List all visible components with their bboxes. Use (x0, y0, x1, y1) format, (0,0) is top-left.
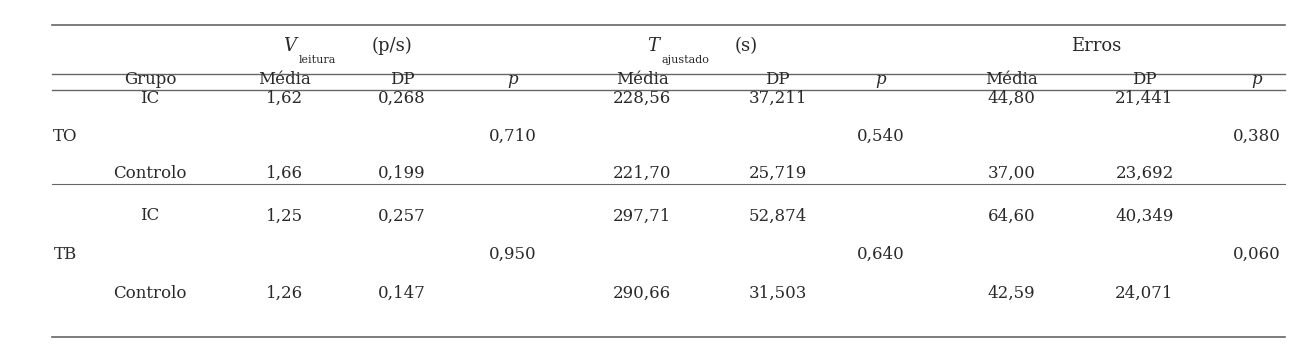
Text: 40,349: 40,349 (1116, 207, 1173, 224)
Text: TB: TB (54, 246, 77, 263)
Text: p: p (1251, 71, 1262, 88)
Text: ajustado: ajustado (662, 55, 710, 65)
Text: Controlo: Controlo (114, 285, 187, 302)
Text: 0,710: 0,710 (489, 128, 536, 145)
Text: p: p (876, 71, 886, 88)
Text: 21,441: 21,441 (1116, 90, 1173, 107)
Text: Erros: Erros (1071, 37, 1121, 55)
Text: Grupo: Grupo (124, 71, 176, 88)
Text: TO: TO (54, 128, 77, 145)
Text: 0,540: 0,540 (857, 128, 904, 145)
Text: Controlo: Controlo (114, 165, 187, 182)
Text: 297,71: 297,71 (613, 207, 671, 224)
Text: 0,268: 0,268 (378, 90, 425, 107)
Text: 52,874: 52,874 (749, 207, 806, 224)
Text: (p/s): (p/s) (372, 37, 412, 55)
Text: 44,80: 44,80 (988, 90, 1035, 107)
Text: 37,00: 37,00 (988, 165, 1035, 182)
Text: 0,147: 0,147 (378, 285, 425, 302)
Text: DP: DP (390, 71, 414, 88)
Text: Média: Média (616, 71, 668, 88)
Text: 0,640: 0,640 (857, 246, 904, 263)
Text: 42,59: 42,59 (988, 285, 1035, 302)
Text: DP: DP (766, 71, 790, 88)
Text: 1,66: 1,66 (266, 165, 303, 182)
Text: 228,56: 228,56 (613, 90, 671, 107)
Text: leitura: leitura (299, 55, 337, 65)
Text: 290,66: 290,66 (613, 285, 671, 302)
Text: 23,692: 23,692 (1116, 165, 1173, 182)
Text: 0,199: 0,199 (378, 165, 425, 182)
Text: (s): (s) (735, 37, 758, 55)
Text: 24,071: 24,071 (1116, 285, 1173, 302)
Text: Média: Média (985, 71, 1037, 88)
Text: 1,62: 1,62 (266, 90, 303, 107)
Text: 37,211: 37,211 (749, 90, 806, 107)
Text: IC: IC (141, 90, 159, 107)
Text: 25,719: 25,719 (749, 165, 806, 182)
Text: Média: Média (258, 71, 311, 88)
Text: DP: DP (1133, 71, 1156, 88)
Text: 221,70: 221,70 (613, 165, 671, 182)
Text: 64,60: 64,60 (988, 207, 1035, 224)
Text: 0,257: 0,257 (378, 207, 425, 224)
Text: 1,26: 1,26 (266, 285, 303, 302)
Text: T: T (647, 37, 659, 55)
Text: V: V (283, 37, 296, 55)
Text: 1,25: 1,25 (266, 207, 303, 224)
Text: 0,060: 0,060 (1233, 246, 1280, 263)
Text: IC: IC (141, 207, 159, 224)
Text: p: p (508, 71, 518, 88)
Text: 31,503: 31,503 (749, 285, 806, 302)
Text: 0,950: 0,950 (489, 246, 536, 263)
Text: 0,380: 0,380 (1233, 128, 1280, 145)
